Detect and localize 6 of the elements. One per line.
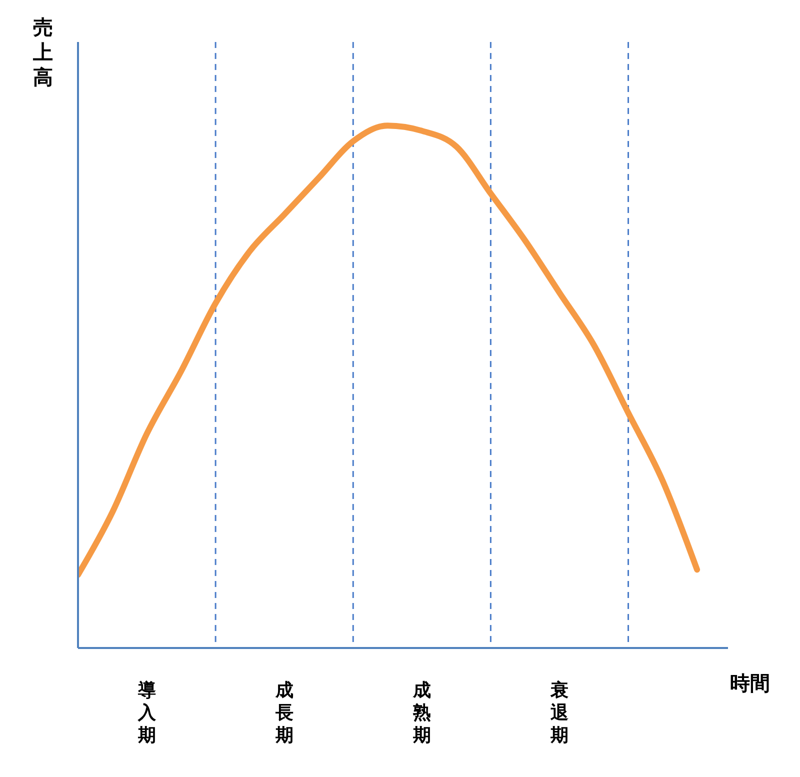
x-tick-label: 成長期 bbox=[274, 680, 294, 746]
x-tick-label: 導入期 bbox=[136, 680, 157, 746]
x-tick-label: 成熟期 bbox=[412, 680, 431, 746]
x-tick-label: 衰退期 bbox=[549, 680, 568, 746]
y-axis-title: 売上高 bbox=[32, 15, 53, 89]
x-axis-title: 時間 bbox=[730, 671, 770, 695]
